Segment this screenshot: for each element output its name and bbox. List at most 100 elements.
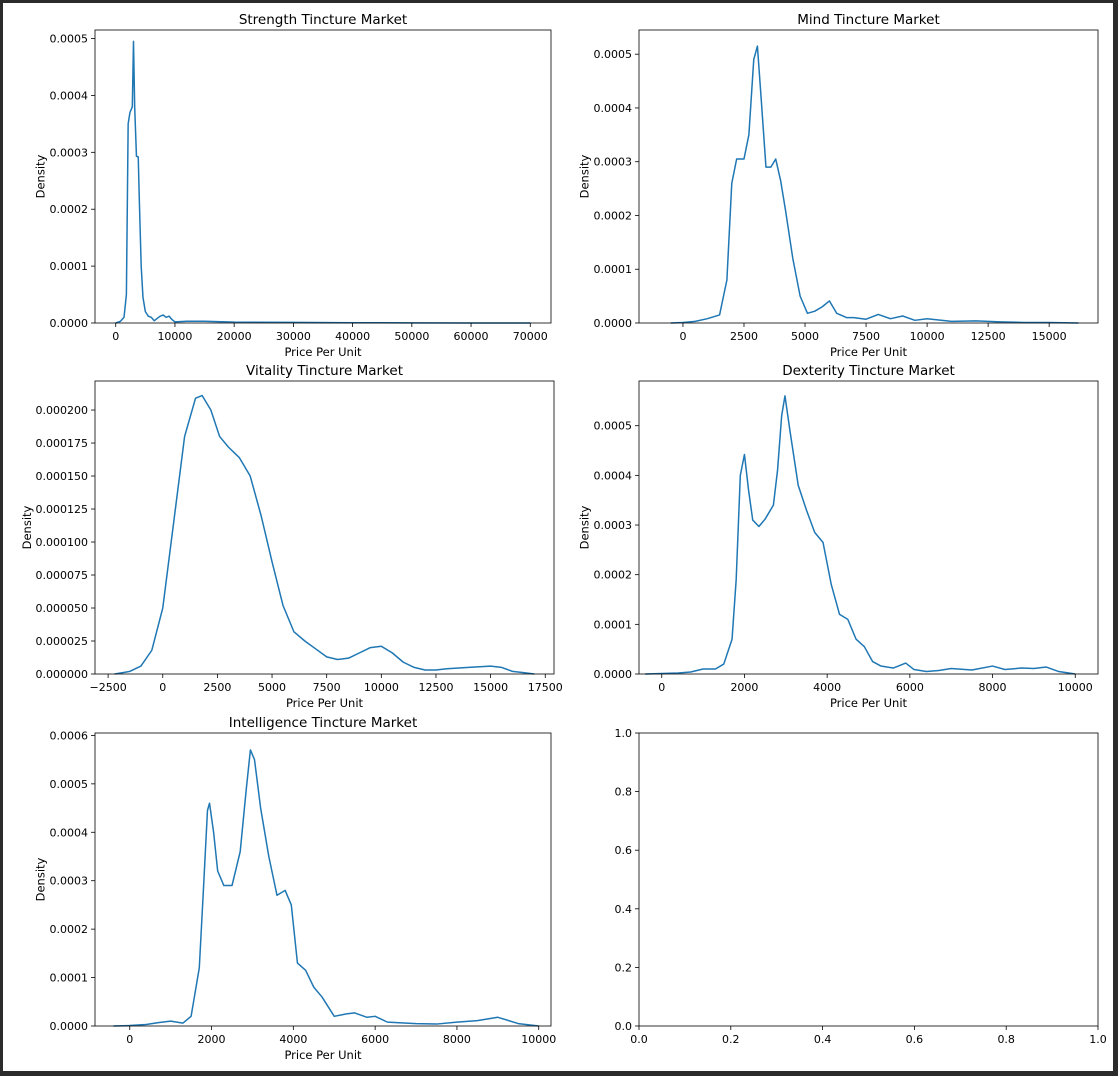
y-tick-label: 0.0003 (594, 519, 633, 532)
x-tick-label: 5000 (258, 681, 286, 694)
axes-frame (638, 732, 1099, 1027)
axes-frame (94, 380, 555, 675)
x-tick-label: 8000 (443, 1033, 471, 1046)
x-tick-label: 2500 (203, 681, 231, 694)
subplot-title: Vitality Tincture Market (246, 363, 403, 379)
x-tick-label: 30000 (276, 330, 311, 343)
x-tick-label: 10000 (910, 330, 945, 343)
x-axis-label: Price Per Unit (284, 1048, 362, 1062)
x-tick-label: 12500 (971, 330, 1006, 343)
x-tick-label: 20000 (217, 330, 252, 343)
x-tick-label: 15000 (1032, 330, 1067, 343)
y-axis-label: Density (577, 154, 591, 198)
y-tick-label: 0.0002 (50, 923, 89, 936)
series-line-1 (115, 40, 531, 324)
y-tick-label: 0.000125 (36, 503, 89, 516)
y-axis-label: Density (577, 505, 591, 549)
x-tick-label: 40000 (335, 330, 370, 343)
y-tick-label: 0.0001 (594, 263, 633, 276)
x-tick-label: 10000 (157, 330, 192, 343)
y-tick-label: 0.000100 (36, 536, 89, 549)
y-tick-label: 0.000075 (36, 569, 89, 582)
series-line-4 (645, 395, 1076, 675)
y-tick-label: 0.0004 (50, 826, 89, 839)
x-tick-label: 2000 (198, 1033, 226, 1046)
y-tick-label: 0.0005 (50, 33, 89, 46)
chart-canvas: 0 10000 20000 30000 40000 50000 60000 700000.00… (20, 12, 1107, 1062)
subplot-3: −2500 0 2500 5000 7500 10000 12500 15000 17500 0.… (20, 363, 563, 710)
x-tick-label: 7500 (313, 681, 341, 694)
x-tick-label: 60000 (454, 330, 489, 343)
x-tick-label: 0 (658, 681, 665, 694)
subplot-title: Mind Tincture Market (797, 12, 939, 28)
x-axis-label: Price Per Unit (830, 345, 908, 359)
x-axis-label: Price Per Unit (284, 345, 362, 359)
subplot-5: 0 2000 4000 6000 8000 10000 0.0000 0.0001 0.0002… (33, 715, 556, 1062)
y-axis-label: Density (20, 505, 34, 549)
subplot-title: Intelligence Tincture Market (229, 715, 418, 731)
y-tick-label: 0.0006 (50, 729, 89, 742)
y-tick-label: 0.0003 (594, 156, 633, 169)
x-tick-label: 70000 (513, 330, 548, 343)
x-tick-label: 50000 (394, 330, 429, 343)
y-tick-label: 0.0005 (50, 778, 89, 791)
x-tick-label: 0.8 (997, 1033, 1015, 1046)
y-tick-label: 0.6 (615, 844, 633, 857)
x-tick-label: 1.0 (1089, 1033, 1107, 1046)
y-tick-label: 0.0003 (50, 146, 89, 159)
x-tick-label: 2000 (730, 681, 758, 694)
y-tick-label: 0.000150 (36, 470, 89, 483)
y-tick-label: 0.0 (615, 1020, 633, 1033)
y-tick-label: 0.000175 (36, 437, 89, 450)
x-tick-label: 10000 (521, 1033, 556, 1046)
y-tick-label: 0.0001 (50, 260, 89, 273)
y-tick-label: 0.0001 (594, 618, 633, 631)
x-tick-label: 0.2 (722, 1033, 740, 1046)
series-line-5 (113, 749, 539, 1027)
x-tick-label: 15000 (473, 681, 508, 694)
axes-frame (94, 732, 552, 1027)
x-tick-label: 0.0 (630, 1033, 648, 1046)
y-tick-label: 0.000000 (36, 668, 89, 681)
series-line-2 (670, 45, 1079, 324)
x-tick-label: 8000 (979, 681, 1007, 694)
y-tick-label: 1.0 (615, 727, 633, 740)
x-axis-label: Price Per Unit (830, 696, 908, 710)
x-tick-label: 2500 (730, 330, 758, 343)
y-tick-label: 0.0001 (50, 972, 89, 985)
subplot-title: Strength Tincture Market (239, 12, 407, 28)
y-tick-label: 0.0005 (594, 420, 633, 433)
series-line-3 (114, 394, 535, 675)
y-axis-label: Density (33, 857, 47, 901)
x-tick-label: 12500 (418, 681, 453, 694)
y-tick-label: 0.0003 (50, 875, 89, 888)
y-tick-label: 0.0000 (594, 317, 633, 330)
x-tick-label: 0.6 (906, 1033, 924, 1046)
subplot-1: 0 10000 20000 30000 40000 50000 60000 70000 0.00… (33, 12, 552, 359)
x-tick-label: 0 (112, 330, 119, 343)
y-tick-label: 0.8 (615, 786, 633, 799)
x-tick-label: 6000 (896, 681, 924, 694)
x-tick-label: 17500 (528, 681, 563, 694)
x-tick-label: −2500 (90, 681, 127, 694)
x-tick-label: 4000 (279, 1033, 307, 1046)
y-tick-label: 0.0000 (50, 1020, 89, 1033)
y-tick-label: 0.0002 (594, 569, 633, 582)
x-tick-label: 7500 (852, 330, 880, 343)
y-tick-label: 0.0004 (50, 89, 89, 102)
x-tick-label: 6000 (361, 1033, 389, 1046)
x-tick-label: 0 (126, 1033, 133, 1046)
y-tick-label: 0.0004 (594, 102, 633, 115)
x-tick-label: 0 (159, 681, 166, 694)
axes-frame (638, 380, 1099, 675)
y-tick-label: 0.0002 (594, 209, 633, 222)
subplot-2: 0 2500 5000 7500 10000 12500 15000 0.0000 0.0001… (577, 12, 1099, 359)
subplot-4: 0 2000 4000 6000 8000 10000 0.0000 0.0001 0.0002… (577, 363, 1099, 710)
y-tick-label: 0.0004 (594, 469, 633, 482)
axes-frame (94, 29, 552, 324)
y-axis-label: Density (33, 154, 47, 198)
x-tick-label: 5000 (791, 330, 819, 343)
x-axis-label: Price Per Unit (286, 696, 364, 710)
y-tick-label: 0.2 (615, 961, 633, 974)
axes-frame (638, 29, 1099, 324)
